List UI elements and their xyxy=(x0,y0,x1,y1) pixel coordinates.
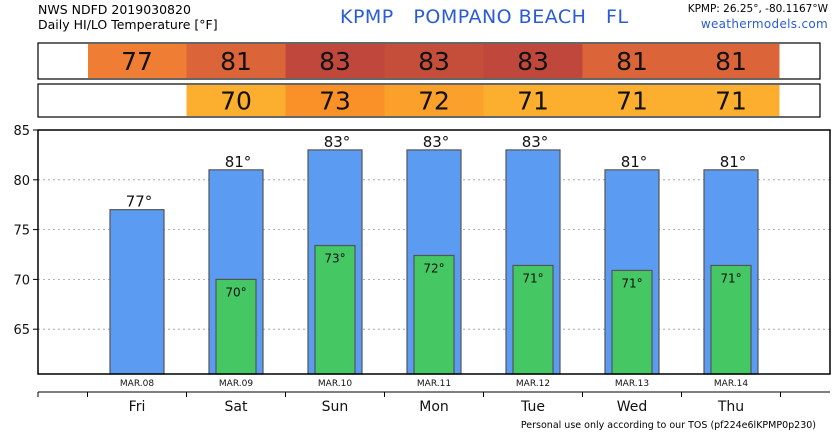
lo-strip-label: 71 xyxy=(715,87,747,116)
hi-bar xyxy=(109,209,165,375)
y-tick-label: 85 xyxy=(13,124,30,139)
lo-bar xyxy=(215,278,257,375)
hi-bar-label: 77° xyxy=(126,193,153,211)
x-date-label: MAR.12 xyxy=(516,379,550,389)
place-name: POMPANO BEACH xyxy=(413,6,587,28)
hi-strip-label: 83 xyxy=(517,47,549,76)
hi-strip-cell xyxy=(483,44,583,78)
x-day-label: Sun xyxy=(322,399,349,415)
x-day-label: Fri xyxy=(129,399,146,415)
hi-strip-label: 81 xyxy=(616,47,648,76)
hi-strip-cell xyxy=(384,44,484,78)
hi-strip-cell xyxy=(681,44,780,78)
lo-strip-cell xyxy=(681,85,780,116)
x-day-label: Wed xyxy=(617,399,648,415)
lo-strip-label: 70 xyxy=(220,87,252,116)
coords-text: KPMP: 26.25°, -80.1167°W xyxy=(687,3,828,15)
y-tick-label: 75 xyxy=(13,224,30,239)
header-right: KPMP: 26.25°, -80.1167°W weathermodels.c… xyxy=(688,2,828,32)
lo-bar-label: 71° xyxy=(621,276,642,290)
hi-strip-label: 77 xyxy=(121,47,153,76)
source-line: NWS NDFD 2019030820 xyxy=(38,2,191,17)
hi-strip-label: 81 xyxy=(220,47,252,76)
hi-strip-cell xyxy=(88,44,187,78)
hi-bar-label: 83° xyxy=(522,133,549,151)
x-date-label: MAR.10 xyxy=(318,379,352,389)
x-date-label: MAR.14 xyxy=(714,379,748,389)
footer-note: Personal use only according to our TOS (… xyxy=(520,420,816,431)
chart-title: Daily HI/LO Temperature [°F] xyxy=(38,17,218,32)
y-tick-label: 65 xyxy=(13,323,30,338)
lo-bar-label: 72° xyxy=(423,261,444,275)
lo-bar-label: 71° xyxy=(522,271,543,285)
x-date-label: MAR.11 xyxy=(417,379,451,389)
x-day-label: Thu xyxy=(717,399,744,415)
lo-bar-label: 70° xyxy=(225,285,246,299)
hi-bar-label: 83° xyxy=(423,133,450,151)
lo-bar-label: 73° xyxy=(324,252,345,266)
lo-strip-label: 73 xyxy=(319,87,351,116)
y-tick-label: 70 xyxy=(13,273,30,288)
lo-strip-label: 71 xyxy=(616,87,648,116)
lo-bar xyxy=(611,269,653,375)
hi-strip-label: 83 xyxy=(319,47,351,76)
lo-bar xyxy=(314,244,356,375)
lo-strip-cell xyxy=(582,85,682,116)
state-code: FL xyxy=(606,6,629,28)
x-day-label: Tue xyxy=(520,399,545,415)
lo-strip-label: 72 xyxy=(418,87,450,116)
hi-strip-label: 81 xyxy=(715,47,747,76)
lo-strip-label: 71 xyxy=(517,87,549,116)
lo-bar xyxy=(512,264,554,375)
y-tick-label: 80 xyxy=(13,174,30,189)
lo-bar-label: 71° xyxy=(720,271,741,285)
hi-strip-cell xyxy=(186,44,286,78)
hi-strip-cell xyxy=(285,44,385,78)
station-code: KPMP xyxy=(340,6,394,28)
lo-strip-cell xyxy=(285,85,385,116)
x-date-label: MAR.09 xyxy=(219,379,253,389)
hi-strip-cell xyxy=(582,44,682,78)
lo-strip-cell xyxy=(186,85,286,116)
hi-bar-label: 83° xyxy=(324,133,351,151)
hi-bar-label: 81° xyxy=(225,153,252,171)
header-left: NWS NDFD 2019030820 Daily HI/LO Temperat… xyxy=(38,2,218,32)
x-date-label: MAR.08 xyxy=(120,379,154,389)
x-day-label: Mon xyxy=(419,399,449,415)
lo-bar xyxy=(413,254,455,375)
plot-frame xyxy=(37,129,831,375)
header-location: KPMP POMPANO BEACH FL xyxy=(340,6,660,28)
hi-bar-label: 81° xyxy=(720,153,747,171)
lo-strip-cell xyxy=(483,85,583,116)
x-date-label: MAR.13 xyxy=(615,379,649,389)
lo-strip-cell xyxy=(384,85,484,116)
hi-bar-label: 81° xyxy=(621,153,648,171)
hi-strip-label: 83 xyxy=(418,47,450,76)
x-day-label: Sat xyxy=(225,399,248,415)
lo-bar xyxy=(710,264,752,375)
site-link[interactable]: weathermodels.com xyxy=(700,17,828,31)
